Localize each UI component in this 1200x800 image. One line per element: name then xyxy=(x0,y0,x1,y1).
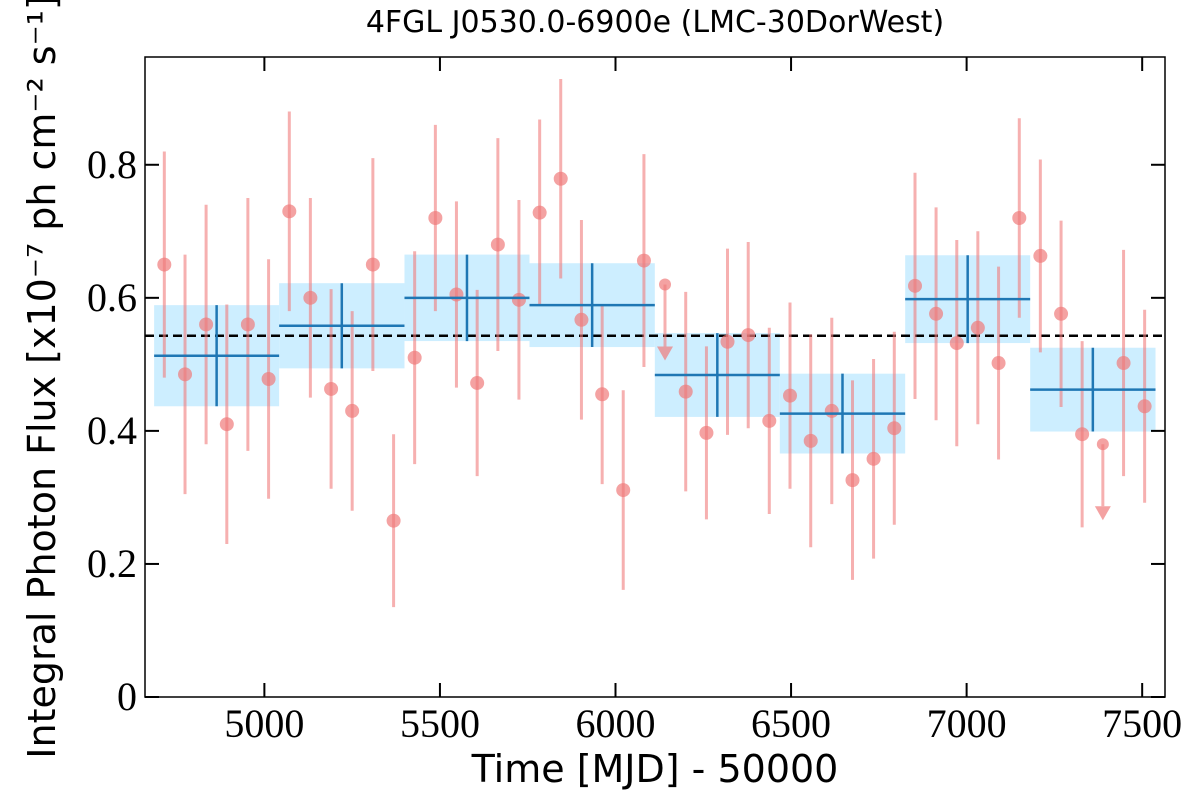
flux-point xyxy=(699,425,714,440)
flux-point xyxy=(866,451,881,466)
flux-point xyxy=(762,413,777,428)
x-tick-label: 7500 xyxy=(1102,701,1182,746)
flux-point xyxy=(553,171,568,186)
flux-point xyxy=(240,317,255,332)
flux-point xyxy=(532,205,547,220)
flux-point xyxy=(803,433,818,448)
x-tick-label: 5000 xyxy=(224,701,304,746)
y-tick-label: 0.6 xyxy=(87,275,137,320)
flux-point xyxy=(741,328,756,343)
x-tick-label: 6000 xyxy=(575,701,655,746)
flux-point xyxy=(678,384,693,399)
flux-point xyxy=(199,317,214,332)
flux-point xyxy=(261,371,276,386)
flux-point xyxy=(157,257,172,272)
flux-point xyxy=(783,388,798,403)
flux-point xyxy=(887,421,902,436)
y-tick-label: 0.4 xyxy=(87,408,137,453)
x-axis-label: Time [MJD] - 50000 xyxy=(471,747,839,791)
flux-point xyxy=(282,204,297,219)
flux-point xyxy=(490,237,505,252)
x-tick-label: 7000 xyxy=(927,701,1007,746)
plot-frame xyxy=(144,56,1166,698)
flux-point xyxy=(1012,210,1027,225)
upper-limit-point xyxy=(1096,438,1109,451)
flux-point xyxy=(470,375,485,390)
flux-point xyxy=(1075,427,1090,442)
flux-point xyxy=(949,336,964,351)
y-axis-label: Integral Photon Flux [x10⁻⁷ ph cm⁻² s⁻¹] xyxy=(20,0,64,759)
y-tick-label: 0.2 xyxy=(87,541,137,586)
flux-point xyxy=(303,290,318,305)
x-tick-label: 5500 xyxy=(400,701,480,746)
chart-title: 4FGL J0530.0-6900e (LMC-30DorWest) xyxy=(366,5,944,40)
x-tick-label: 6500 xyxy=(751,701,831,746)
flux-point xyxy=(386,513,401,528)
upper-limit-arrow xyxy=(657,346,674,361)
flux-point xyxy=(1033,248,1048,263)
upper-limit-point xyxy=(659,278,672,291)
flux-point xyxy=(407,350,422,365)
flux-point xyxy=(845,473,860,488)
y-tick-label: 0.8 xyxy=(87,142,137,187)
y-tick-label: 0 xyxy=(117,674,137,719)
flux-point xyxy=(428,210,443,225)
flux-point xyxy=(574,312,589,327)
flux-point xyxy=(219,417,234,432)
flux-point xyxy=(720,334,735,349)
flux-point xyxy=(970,320,985,335)
flux-point xyxy=(511,292,526,307)
flux-point xyxy=(449,287,464,302)
flux-point xyxy=(1054,306,1069,321)
flux-point xyxy=(324,381,339,396)
flux-point xyxy=(824,403,839,418)
flux-point xyxy=(178,367,193,382)
flux-point xyxy=(908,278,923,293)
flux-point xyxy=(1116,356,1131,371)
flux-point xyxy=(929,306,944,321)
flux-point xyxy=(636,253,651,268)
flux-point xyxy=(365,257,380,272)
flux-point xyxy=(1137,399,1152,414)
flux-point xyxy=(595,387,610,402)
flux-point xyxy=(991,356,1006,371)
upper-limit-arrow xyxy=(1094,506,1111,521)
flux-point xyxy=(345,403,360,418)
flux-point xyxy=(616,483,631,498)
